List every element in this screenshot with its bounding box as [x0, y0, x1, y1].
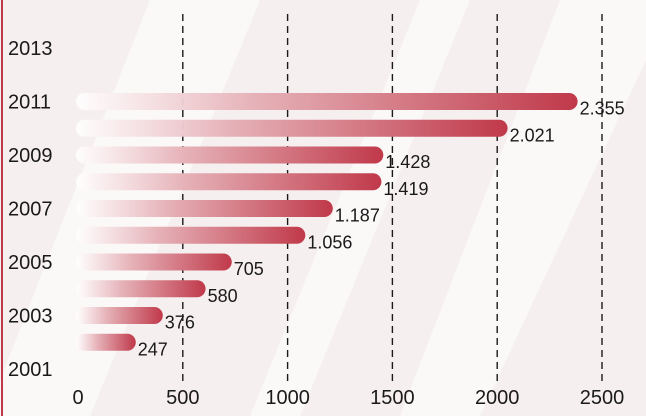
x-tick-0: 0 — [72, 387, 83, 409]
bar-layer — [76, 93, 578, 351]
bar-2011 — [76, 93, 578, 110]
y-tick-2001: 2001 — [8, 359, 53, 381]
x-tick-2000: 2000 — [475, 387, 520, 409]
x-tick-500: 500 — [166, 387, 199, 409]
y-tick-2011: 2011 — [8, 92, 51, 114]
bar-2009 — [76, 146, 384, 164]
x-tick-1500: 1500 — [370, 387, 415, 409]
value-label-2005: 705 — [234, 259, 264, 279]
x-tick-1000: 1000 — [265, 387, 310, 409]
value-label-2003: 376 — [165, 313, 195, 333]
value-label-2011: 2.355 — [580, 99, 625, 119]
bar-2007 — [76, 200, 333, 217]
value-label-2006: 1.056 — [307, 232, 352, 252]
y-tick-2005: 2005 — [8, 252, 53, 274]
y-axis-tick-labels: 2001 2003 2005 2007 2009 2011 2013 — [8, 38, 53, 381]
y-tick-2009: 2009 — [8, 145, 53, 167]
bar-2005 — [76, 253, 232, 271]
y-tick-2007: 2007 — [8, 199, 53, 221]
value-label-2009: 1.428 — [385, 152, 430, 172]
grid-layer — [182, 14, 603, 382]
bar-2006 — [76, 226, 306, 244]
bar-2010 — [76, 119, 508, 137]
value-label-2010: 2.021 — [510, 125, 555, 145]
value-label-2008: 1.419 — [383, 179, 428, 199]
bar-2002 — [76, 333, 136, 351]
value-label-2004: 580 — [208, 286, 238, 306]
value-label-2002: 247 — [138, 339, 168, 359]
value-label-2007: 1.187 — [335, 206, 380, 226]
bar-2003 — [76, 307, 163, 324]
bar-2008 — [76, 173, 382, 191]
y-tick-2013: 2013 — [8, 38, 53, 60]
y-tick-2003: 2003 — [8, 306, 53, 328]
x-tick-2500: 2500 — [580, 387, 625, 409]
bar-2004 — [76, 280, 206, 298]
x-axis-tick-labels: 0 500 1000 1500 2000 2500 — [72, 387, 624, 409]
